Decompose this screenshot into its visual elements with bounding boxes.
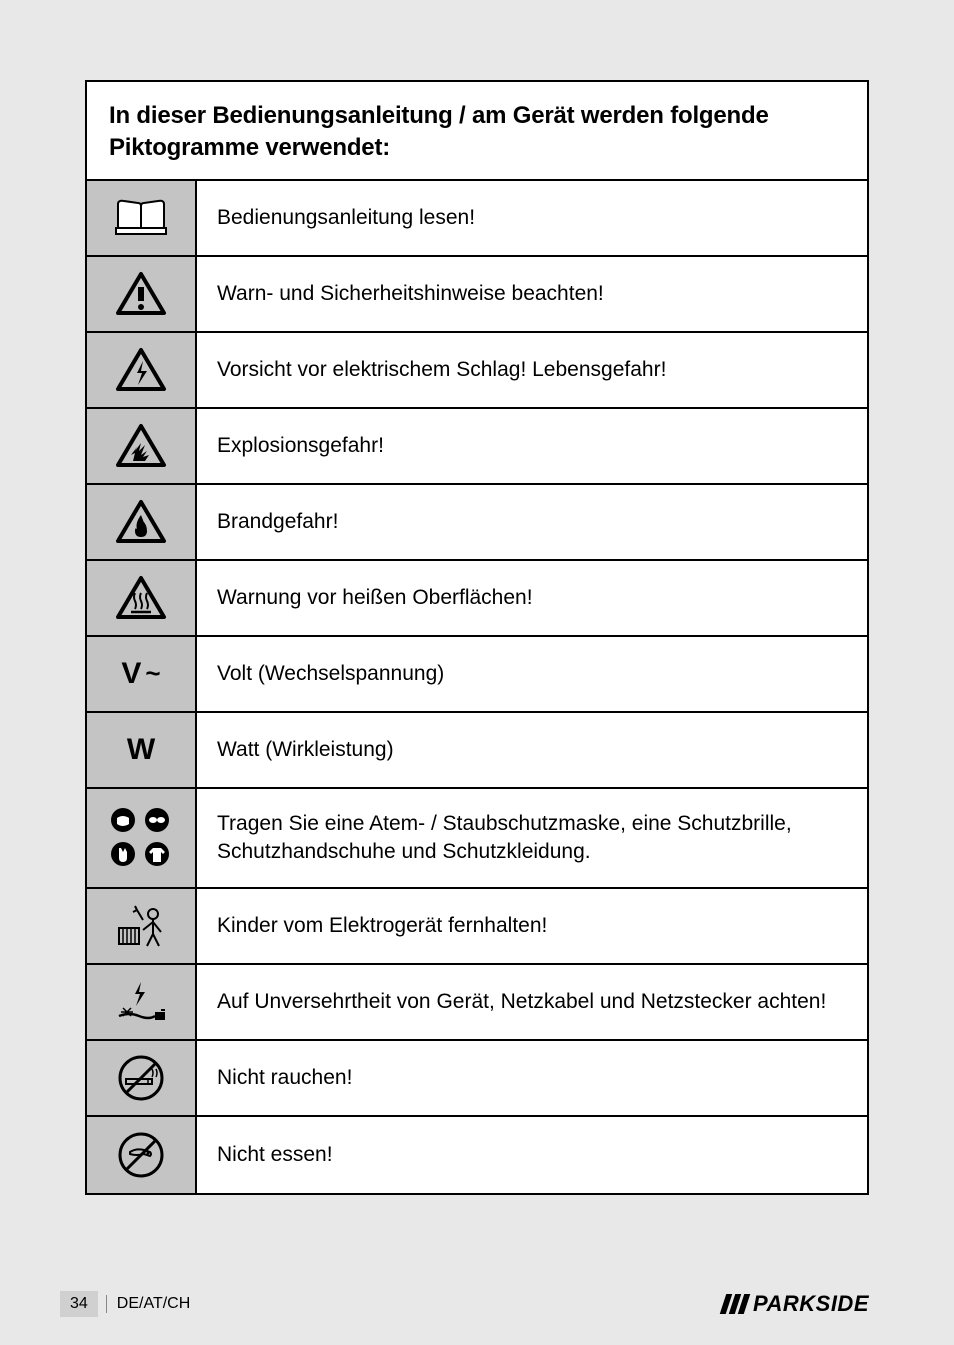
- cable-check-icon: [87, 965, 197, 1039]
- table-row: Bedienungsanleitung lesen!: [87, 181, 867, 257]
- keep-children-away-icon: [87, 889, 197, 963]
- brand-logo: PARKSIDE: [723, 1291, 869, 1317]
- table-row: V~ Volt (Wechselspannung): [87, 637, 867, 713]
- page-footer: 34 DE/AT/CH PARKSIDE: [0, 1289, 954, 1319]
- volt-ac-icon: V~: [87, 637, 197, 711]
- table-row: Warnung vor heißen Oberflächen!: [87, 561, 867, 637]
- table-header: In dieser Bedienungsanleitung / am Gerät…: [87, 82, 867, 181]
- row-desc: Vorsicht vor elektrischem Schlag! Lebens…: [197, 333, 867, 407]
- warning-exclamation-icon: [87, 257, 197, 331]
- table-row: Brandgefahr!: [87, 485, 867, 561]
- warning-explosion-icon: [87, 409, 197, 483]
- row-desc: Nicht essen!: [197, 1117, 867, 1193]
- page-number: 34: [60, 1291, 98, 1317]
- manual-icon: [87, 181, 197, 255]
- table-row: Tragen Sie eine Atem- / Staubschutzmaske…: [87, 789, 867, 889]
- volt-symbol: V: [121, 657, 141, 691]
- warning-fire-icon: [87, 485, 197, 559]
- table-row: Kinder vom Elektrogerät fernhalten!: [87, 889, 867, 965]
- tilde-symbol: ~: [145, 658, 160, 689]
- row-desc: Bedienungsanleitung lesen!: [197, 181, 867, 255]
- table-row: Nicht essen!: [87, 1117, 867, 1193]
- row-desc: Brandgefahr!: [197, 485, 867, 559]
- row-desc: Nicht rauchen!: [197, 1041, 867, 1115]
- watt-icon: W: [87, 713, 197, 787]
- brand-name: PARKSIDE: [753, 1291, 869, 1317]
- watt-symbol: W: [127, 733, 155, 767]
- table-row: W Watt (Wirkleistung): [87, 713, 867, 789]
- table-row: Auf Unversehrtheit von Gerät, Netzkabel …: [87, 965, 867, 1041]
- table-row: Warn- und Sicherheitshinweise beachten!: [87, 257, 867, 333]
- no-smoking-icon: [87, 1041, 197, 1115]
- header-title: In dieser Bedienungsanleitung / am Gerät…: [109, 100, 845, 165]
- table-row: Explosionsgefahr!: [87, 409, 867, 485]
- row-desc: Volt (Wechselspannung): [197, 637, 867, 711]
- pictogram-table: In dieser Bedienungsanleitung / am Gerät…: [85, 80, 869, 1195]
- warning-electric-icon: [87, 333, 197, 407]
- ppe-icon: [87, 789, 197, 887]
- row-desc: Explosionsgefahr!: [197, 409, 867, 483]
- row-desc: Watt (Wirkleistung): [197, 713, 867, 787]
- brand-stripes-icon: [720, 1294, 750, 1314]
- page-locale: DE/AT/CH: [106, 1295, 190, 1313]
- row-desc: Tragen Sie eine Atem- / Staubschutzmaske…: [197, 789, 867, 887]
- table-row: Nicht rauchen!: [87, 1041, 867, 1117]
- row-desc: Warnung vor heißen Oberflächen!: [197, 561, 867, 635]
- row-desc: Kinder vom Elektrogerät fernhalten!: [197, 889, 867, 963]
- row-desc: Warn- und Sicherheitshinweise beachten!: [197, 257, 867, 331]
- row-desc: Auf Unversehrtheit von Gerät, Netzkabel …: [197, 965, 867, 1039]
- table-row: Vorsicht vor elektrischem Schlag! Lebens…: [87, 333, 867, 409]
- no-eating-icon: [87, 1117, 197, 1193]
- warning-hot-surface-icon: [87, 561, 197, 635]
